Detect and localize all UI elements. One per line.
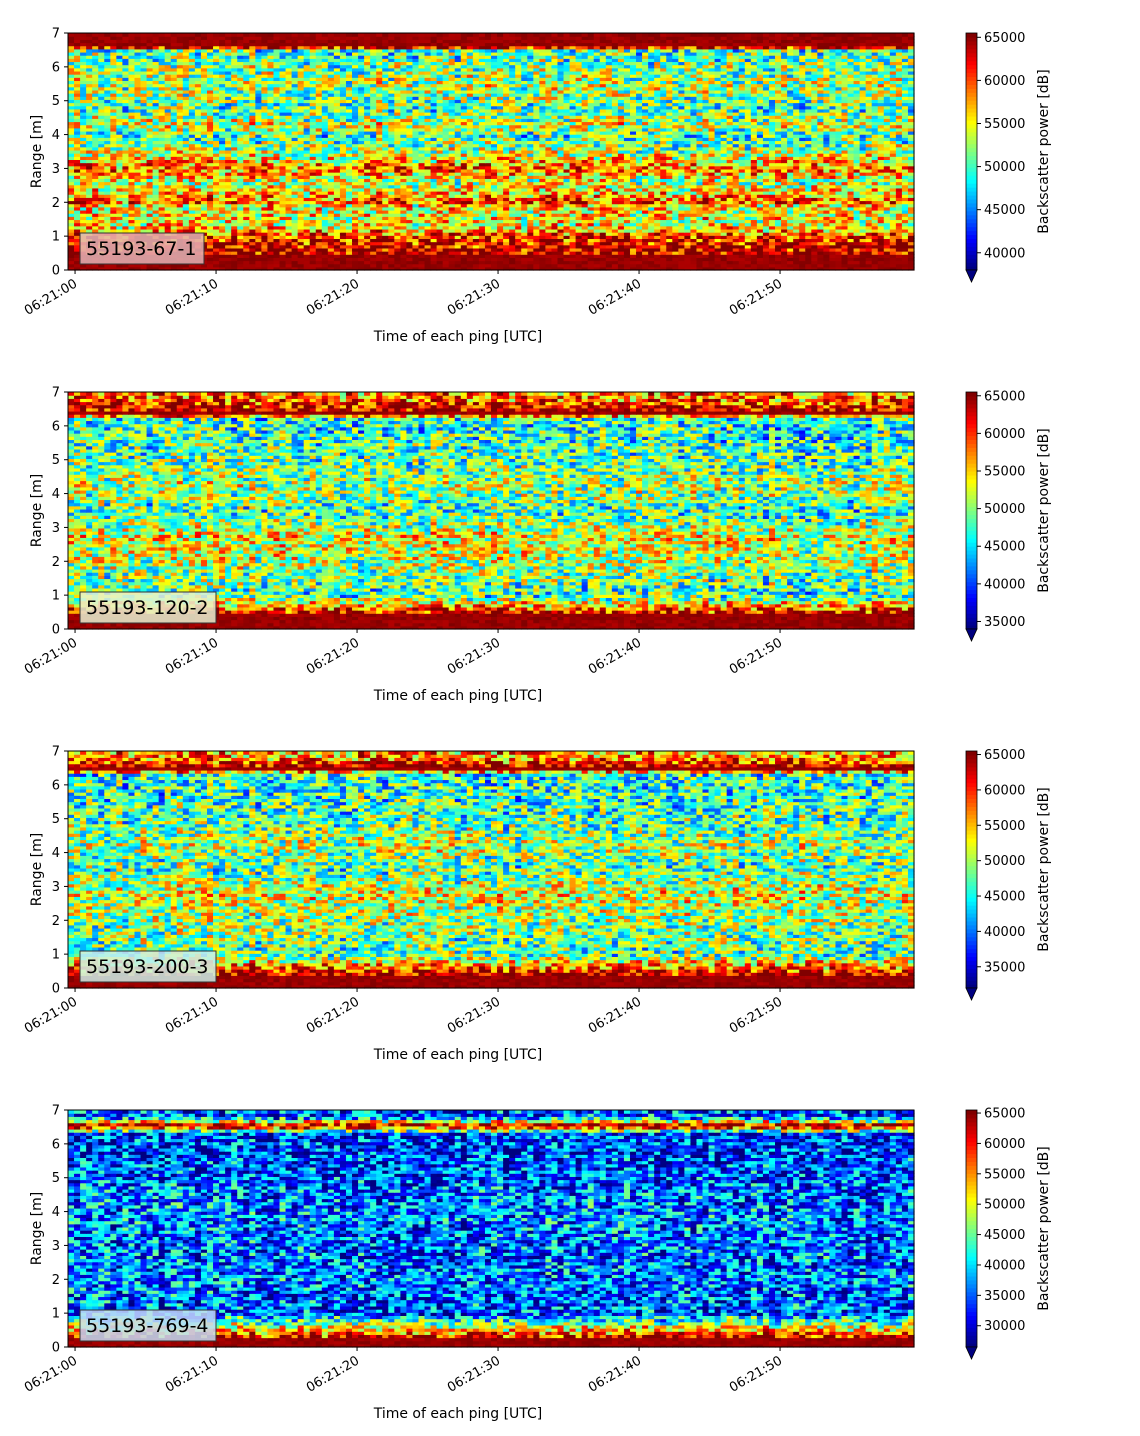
heatmap-panel-1: 01234567Range [m]06:21:00 06:21:10 06:21:2… bbox=[22, 27, 1052, 346]
